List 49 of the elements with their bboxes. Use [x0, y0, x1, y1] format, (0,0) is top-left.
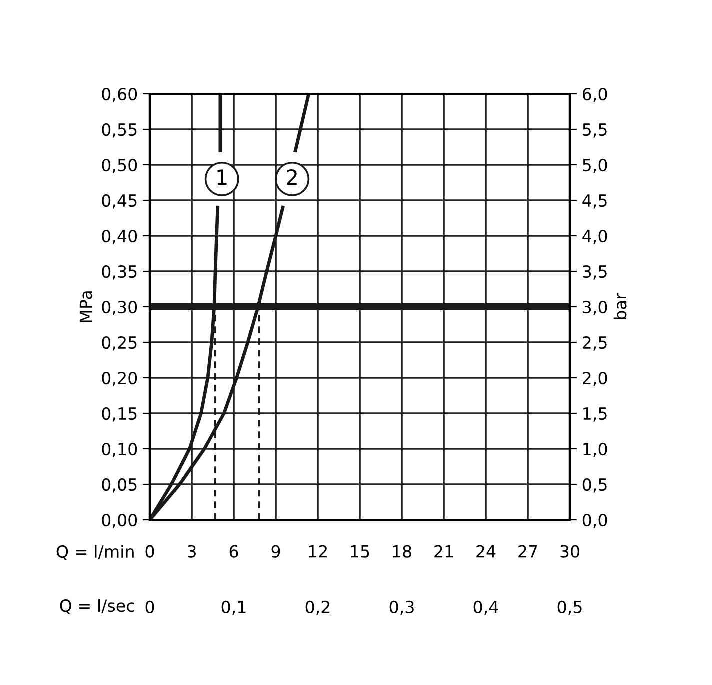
y-tick-label: 0,15	[102, 407, 137, 422]
y2-axis-title: bar	[614, 293, 627, 320]
y-tick-label: 0,00	[102, 514, 138, 528]
y-tick-label: 0,60	[102, 88, 138, 102]
x-tick-label: 30	[560, 545, 580, 558]
x2-tick-label: 0,3	[390, 600, 414, 616]
x-tick-label: 6	[230, 545, 238, 558]
y2-tick-label: 4,0	[582, 230, 608, 244]
y-axis-title: MPa	[80, 292, 92, 322]
x2-axis-title: Q = l/sec	[60, 599, 134, 614]
annotation: 1	[218, 170, 227, 185]
x2-tick-label: 0,1	[222, 600, 246, 616]
y2-tick-label: 1,5	[584, 408, 607, 422]
x2-tick-label: 0,5	[558, 600, 582, 616]
x2-tick-label: 0,2	[306, 600, 330, 616]
y-tick-label: 0,45	[102, 194, 137, 209]
y2-tick-label: 1,0	[584, 442, 608, 458]
y2-tick-label: 4,5	[582, 194, 607, 209]
y2-tick-label: 6,0	[582, 88, 608, 102]
y2-tick-label: 0,0	[582, 514, 608, 528]
x-tick-label: 12	[309, 545, 327, 558]
y2-tick-label: 5,5	[583, 124, 607, 138]
x-tick-label: 27	[518, 545, 538, 558]
y-tick-label: 0,40	[102, 230, 138, 244]
y-tick-label: 0,20	[102, 372, 138, 386]
y2-tick-label: 3,0	[583, 300, 608, 316]
y2-tick-label: 2,5	[583, 336, 607, 351]
x-axis-title: Q = l/min	[56, 545, 134, 560]
x-tick-label: 21	[434, 545, 454, 558]
y-tick-label: 0,25	[102, 336, 137, 351]
y-tick-label: 0,50	[102, 158, 138, 174]
y-tick-label: 0,05	[102, 478, 137, 493]
y2-tick-label: 5,0	[583, 158, 608, 174]
x-tick-label: 15	[351, 546, 370, 558]
y-tick-label: 0,30	[102, 300, 138, 316]
y2-tick-label: 0,5	[582, 478, 607, 493]
x-tick-label: 18	[393, 545, 412, 558]
x-tick-label: 9	[272, 545, 280, 558]
x2-tick-label: 0	[146, 600, 154, 614]
y2-tick-label: 2,0	[583, 372, 608, 386]
annotation: 2	[287, 169, 297, 185]
y-tick-label: 0,35	[102, 265, 137, 280]
x-tick-label: 0	[146, 545, 154, 558]
y2-tick-label: 3,5	[583, 265, 607, 280]
y-tick-label: 0,10	[102, 442, 138, 458]
x-tick-label: 24	[476, 545, 496, 558]
x2-tick-label: 0,4	[474, 600, 498, 616]
y-tick-label: 0,55	[102, 123, 137, 138]
x-tick-label: 3	[188, 545, 196, 558]
